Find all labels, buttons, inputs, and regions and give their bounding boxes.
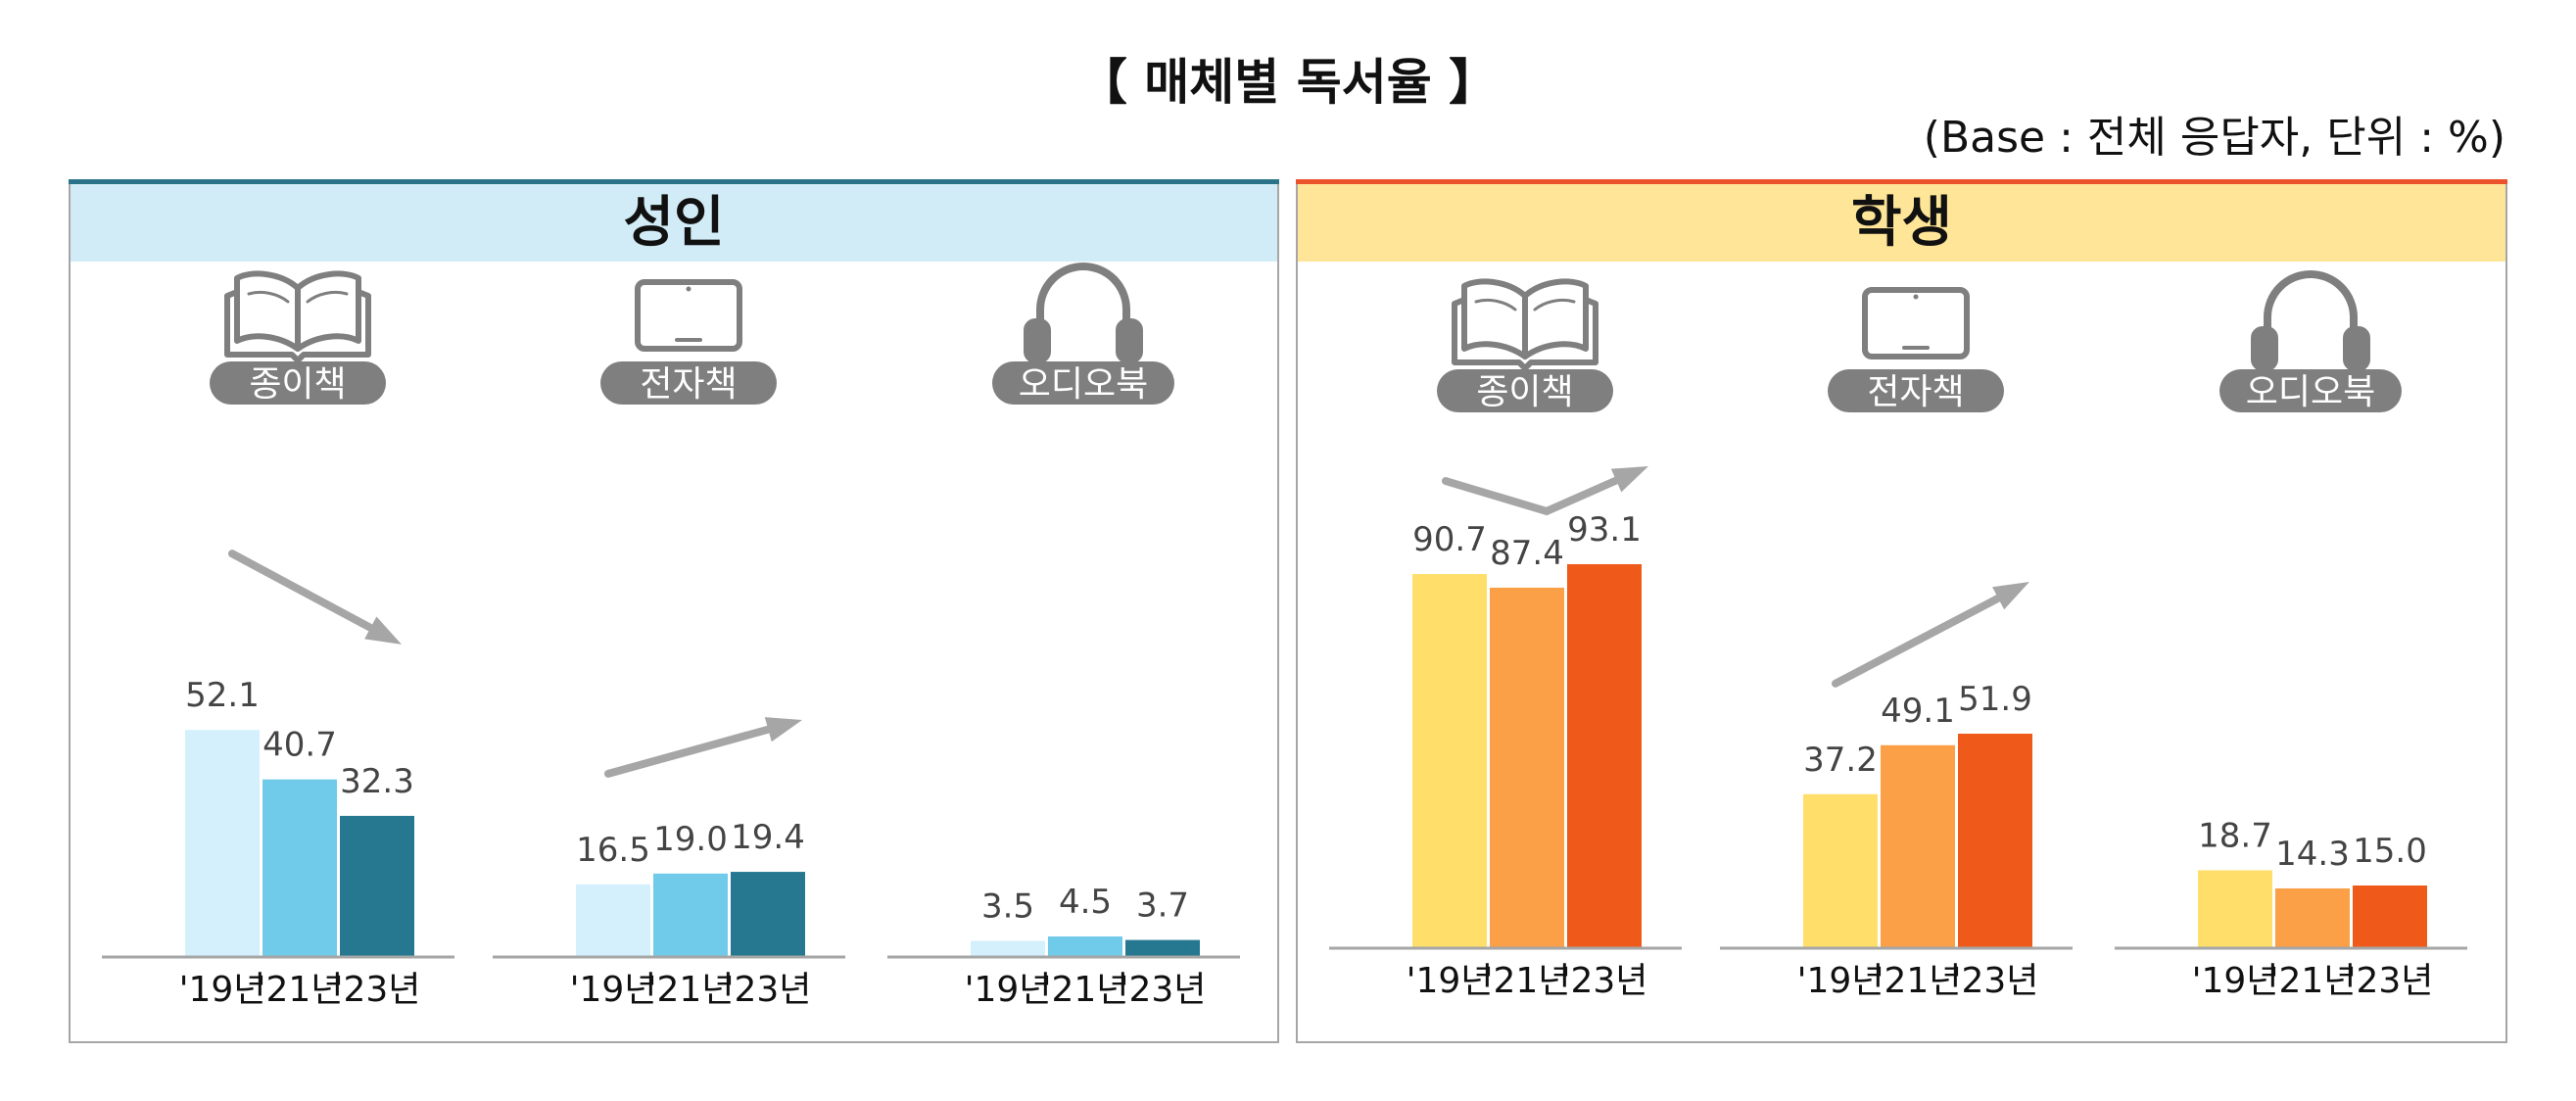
bar: [1048, 936, 1122, 956]
bar: [576, 884, 650, 956]
data-label: 15.0: [2353, 832, 2427, 871]
media-label: 오디오북: [1019, 364, 1148, 405]
bar: [1412, 574, 1487, 947]
x-tick-label: '19년: [570, 970, 657, 1010]
x-tick-label: '23년: [1120, 970, 1207, 1010]
bar: [1881, 744, 1955, 947]
headphones-icon: [1024, 263, 1143, 363]
media-label: 전자책: [640, 364, 737, 405]
media-label-pill: [1437, 369, 1613, 412]
bar: [1125, 939, 1200, 956]
trend-arrow: [1832, 582, 2029, 688]
bar-group-2: 전자책 16.5 19.0 19.4 '19년'21년'23년: [493, 279, 845, 1010]
student-panel-topline: [1296, 179, 2507, 184]
bar-group-1: 종이책 90.7 87.493.1 '19년'21년'23년: [1329, 278, 1682, 1001]
data-label: 19.4: [731, 818, 805, 857]
trend-arrow: [604, 717, 802, 778]
bar-group-1: 종이책 52.140.732.3 '19년'21년'23년: [102, 270, 454, 1010]
adult-panel-topline: [69, 179, 1279, 184]
data-label: 51.9: [1958, 680, 2032, 719]
data-label: 16.5: [576, 831, 650, 870]
x-tick-label: '19년: [1407, 961, 1494, 1001]
data-label: 87.4: [1490, 534, 1564, 573]
x-tick-label: '19년: [179, 970, 266, 1010]
base-note: (Base : 전체 응답자, 단위 : %): [1923, 113, 2505, 163]
media-label: 오디오북: [2246, 372, 2375, 412]
bar-group-3: 오디오북 3.5 4.5 3.7 '19년'21년'23년: [887, 263, 1240, 1010]
student-panel: 학생 종이책 90.7 87.4 93.1'19년 '21년 '23년 전자책 37.2 49.…: [1296, 179, 2507, 1043]
data-label: 40.7: [262, 726, 337, 765]
data-label: 14.3: [2275, 835, 2350, 874]
data-label: 19.0: [653, 820, 728, 859]
media-label-pill: [210, 361, 386, 405]
data-label: 32.3: [340, 762, 414, 801]
bar: [2275, 887, 2350, 947]
x-tick-label: '23년: [725, 970, 812, 1010]
bar: [2353, 886, 2427, 947]
x-tick-label: '21년: [1042, 970, 1129, 1010]
open-book-icon: [224, 270, 371, 363]
bar: [1958, 734, 2032, 947]
x-tick-label: '21년: [2269, 961, 2357, 1001]
media-label-pill: [1828, 369, 2004, 412]
data-label: 90.7: [1412, 520, 1487, 559]
x-tick-label: '19년: [965, 970, 1052, 1010]
open-book-icon: [1452, 278, 1598, 371]
x-tick-label: '19년: [1797, 961, 1884, 1001]
bar: [971, 940, 1045, 956]
student-panel-header: 학생: [1298, 184, 2505, 262]
media-label: 종이책: [1476, 372, 1573, 412]
data-label: 3.7: [1136, 886, 1189, 926]
data-label: 4.5: [1059, 883, 1112, 922]
bar: [1567, 563, 1642, 947]
x-tick-label: '21년: [1875, 961, 1962, 1001]
x-tick-label: '21년: [1484, 961, 1571, 1001]
data-label: 52.1: [185, 676, 260, 715]
x-tick-label: '21년: [257, 970, 344, 1010]
x-tick-label: '23년: [1561, 961, 1648, 1001]
bar: [1803, 793, 1878, 947]
data-label: 37.2: [1803, 741, 1878, 780]
data-label: 18.7: [2198, 816, 2272, 855]
x-tick-label: '23년: [1952, 961, 2039, 1001]
x-tick-label: '21년: [647, 970, 735, 1010]
x-tick-label: '23년: [334, 970, 421, 1010]
media-label-pill: [992, 361, 1174, 405]
trend-arrow: [1442, 465, 1648, 515]
adult-panel-header: 성인: [71, 184, 1277, 262]
tablet-icon: [1862, 287, 1970, 359]
bar: [731, 872, 805, 956]
trend-arrow: [228, 550, 402, 645]
x-tick-label: '23년: [2347, 961, 2434, 1001]
bar: [262, 779, 337, 956]
chart-title: 【 매체별 독서율 】: [1077, 54, 1499, 111]
bar: [2198, 870, 2272, 947]
bar: [653, 873, 728, 956]
bar: [1490, 587, 1564, 947]
bar-group-2: 전자책 37.249.1 51.9 '19년'21년'23년: [1720, 287, 2073, 1001]
adult-panel: 성인 종이책 52.1 40.7 32.3'19년 '21년 '23년 전자책 16.5 19.…: [69, 179, 1279, 1043]
media-label-pill: [600, 361, 777, 405]
bar: [185, 730, 260, 956]
trend-arrow-head: [1543, 465, 1648, 515]
media-label: 전자책: [1867, 372, 1964, 412]
x-tick-label: '19년: [2192, 961, 2279, 1001]
data-label: 3.5: [981, 886, 1034, 926]
media-label-pill: [2219, 369, 2402, 412]
bar: [340, 815, 414, 956]
bar-group-3: 오디오북 18.7 14.3 15.0 '19년'21년'23년: [2115, 270, 2467, 1001]
headphones-icon: [2251, 270, 2370, 371]
tablet-icon: [635, 279, 742, 352]
data-label: 49.1: [1881, 692, 1955, 731]
data-label: 93.1: [1567, 510, 1642, 550]
media-label: 종이책: [249, 364, 346, 405]
